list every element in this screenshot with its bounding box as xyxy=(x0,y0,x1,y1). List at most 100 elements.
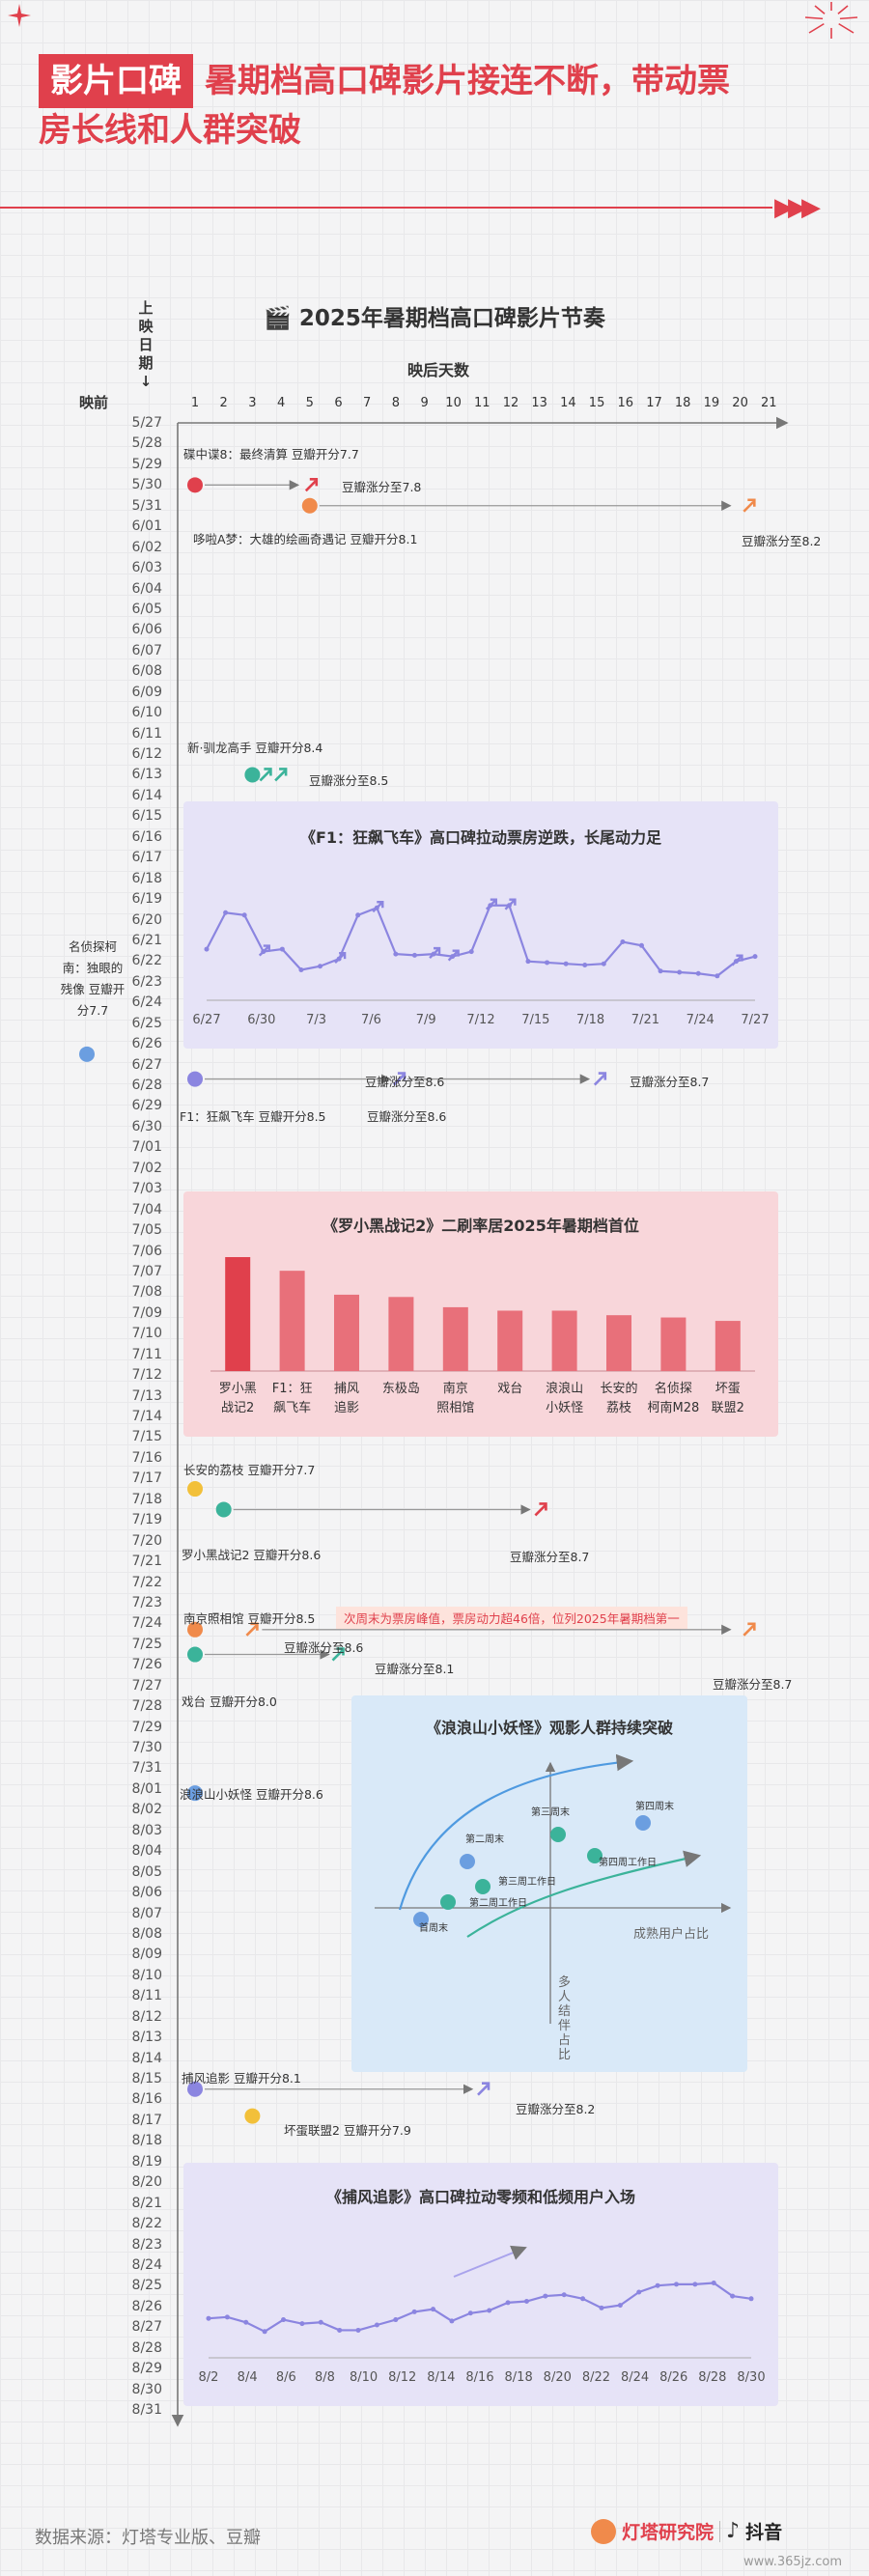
date-tick: 6/27 xyxy=(131,1056,162,1073)
date-tick: 7/10 xyxy=(131,1326,162,1342)
date-tick: 7/14 xyxy=(131,1409,162,1424)
date-tick: 7/26 xyxy=(131,1657,162,1673)
data-point xyxy=(695,970,701,976)
data-point xyxy=(563,961,569,966)
brand-douyin: 抖音 xyxy=(745,2522,783,2543)
up-arrow-mark xyxy=(485,898,497,910)
header-divider xyxy=(0,207,772,209)
date-tick: 6/22 xyxy=(131,953,162,969)
label-m4-open: 名侦探柯南：独眼的残像 豆瓣开分7.7 xyxy=(60,939,126,1018)
bar-category-label: 小妖怪 xyxy=(546,1401,583,1415)
x-tick-label: 8/28 xyxy=(698,2370,726,2385)
panel-f1: 《F1：狂飙飞车》高口碑拉动票房逆跌，长尾动力足 6/27 6/30 7/3 7/6 7… xyxy=(183,801,778,1049)
llsh-point xyxy=(413,1912,429,1927)
date-tick: 6/09 xyxy=(131,684,162,700)
date-tick: 8/10 xyxy=(131,1967,162,1983)
data-point xyxy=(748,2296,754,2302)
label-m11-open: 捕风追影 豆瓣开分8.1 xyxy=(182,2071,301,2086)
x-tick-label: 8/18 xyxy=(505,2370,533,2385)
llsh-point xyxy=(460,1854,475,1869)
date-tick: 6/15 xyxy=(131,808,162,825)
x-tick-label: 7/24 xyxy=(687,1013,715,1027)
date-tick: 6/14 xyxy=(131,787,162,803)
date-tick: 7/29 xyxy=(131,1719,162,1735)
day-tick: 12 xyxy=(502,396,519,410)
panel-lxh: 《罗小黑战记2》二刷率居2025年暑期档首位 罗小黑 战记2 F1：狂 飙飞车 捕风 追影… xyxy=(183,1191,778,1437)
date-tick: 6/29 xyxy=(131,1098,162,1114)
date-tick: 5/30 xyxy=(131,477,162,493)
label-m7-open: 罗小黑战记2 豆瓣开分8.6 xyxy=(182,1548,322,1562)
data-point xyxy=(393,2317,399,2323)
up-m1 xyxy=(304,478,319,492)
dot-m9 xyxy=(187,1646,203,1663)
date-tick: 8/01 xyxy=(131,1780,162,1797)
bar xyxy=(442,1306,468,1371)
bar-category-label: 罗小黑 xyxy=(219,1382,257,1396)
date-tick: 7/11 xyxy=(131,1346,162,1362)
date-tick: 8/16 xyxy=(131,2091,162,2108)
date-tick: 8/02 xyxy=(131,1802,162,1818)
date-tick: 8/30 xyxy=(131,2381,162,2397)
bar-category-label: 浪浪山 xyxy=(546,1382,583,1396)
day-tick: 5 xyxy=(305,396,314,410)
bar-category-label: 战记2 xyxy=(221,1401,254,1415)
llsh-point-label: 第三周末 xyxy=(531,1806,570,1818)
bar-category-label: F1：狂 xyxy=(272,1382,313,1396)
date-tick: 7/12 xyxy=(131,1367,162,1384)
date-tick: 8/28 xyxy=(131,2339,162,2356)
date-tick: 6/23 xyxy=(131,973,162,990)
clapperboard-icon: 🎬 xyxy=(264,306,292,331)
date-tick: 6/19 xyxy=(131,891,162,908)
label-m8-up1: 豆瓣涨分至8.6 xyxy=(284,1640,364,1655)
bar-category-label: 荔枝 xyxy=(606,1401,631,1415)
chart-title-text: 2025年暑期档高口碑影片节奏 xyxy=(298,306,605,331)
data-point xyxy=(561,2292,567,2298)
date-tick: 8/08 xyxy=(131,1925,162,1942)
llsh-point xyxy=(440,1894,456,1910)
date-tick: 8/15 xyxy=(131,2071,162,2086)
x-tick-label: 8/6 xyxy=(276,2370,296,2385)
date-tick: 8/04 xyxy=(131,1843,162,1860)
data-point xyxy=(337,2327,343,2333)
data-point xyxy=(715,973,720,979)
label-m1-up: 豆瓣涨分至7.8 xyxy=(342,480,422,494)
data-point xyxy=(543,2293,548,2299)
bar xyxy=(606,1315,631,1371)
date-tick: 7/16 xyxy=(131,1449,162,1466)
date-tick: 6/17 xyxy=(131,850,162,866)
date-tick: 7/23 xyxy=(131,1594,162,1610)
header-tag: 影片口碑 xyxy=(39,54,193,108)
date-tick: 7/18 xyxy=(131,1491,162,1507)
up-arrow-mark xyxy=(258,944,270,957)
data-point xyxy=(580,2296,586,2302)
data-point xyxy=(658,968,663,974)
data-point xyxy=(487,2308,492,2313)
lighthouse-logo-icon xyxy=(591,2518,616,2544)
x-axis-label: 映后天数 xyxy=(407,361,470,379)
data-point xyxy=(752,954,758,960)
x-tick-label: 8/8 xyxy=(315,2370,335,2385)
pre-release-label: 映前 xyxy=(79,394,109,411)
dot-m2 xyxy=(301,497,318,514)
label-m9-open: 戏台 豆瓣开分8.0 xyxy=(182,1694,277,1709)
date-tick: 7/19 xyxy=(131,1512,162,1528)
panel-llsh-title: 《浪浪山小妖怪》观影人群持续突破 xyxy=(425,1719,673,1737)
bar xyxy=(715,1321,741,1371)
dot-m1 xyxy=(187,477,203,493)
date-tick: 7/15 xyxy=(131,1429,162,1445)
data-point xyxy=(467,2310,473,2316)
date-tick: 6/25 xyxy=(131,1015,162,1031)
up-arrow-mark xyxy=(429,946,441,959)
data-point xyxy=(673,2282,679,2287)
bar-category-label: 柯南M28 xyxy=(648,1400,700,1415)
day-tick: 9 xyxy=(420,396,429,410)
x-tick-label: 8/14 xyxy=(427,2370,455,2385)
up-arrow-mark xyxy=(504,898,517,910)
data-point xyxy=(279,946,285,952)
x-tick-label: 8/22 xyxy=(582,2370,610,2385)
date-tick: 7/08 xyxy=(131,1284,162,1301)
date-tick: 6/07 xyxy=(131,642,162,658)
data-point xyxy=(431,2307,436,2312)
date-tick: 8/31 xyxy=(131,2402,162,2418)
